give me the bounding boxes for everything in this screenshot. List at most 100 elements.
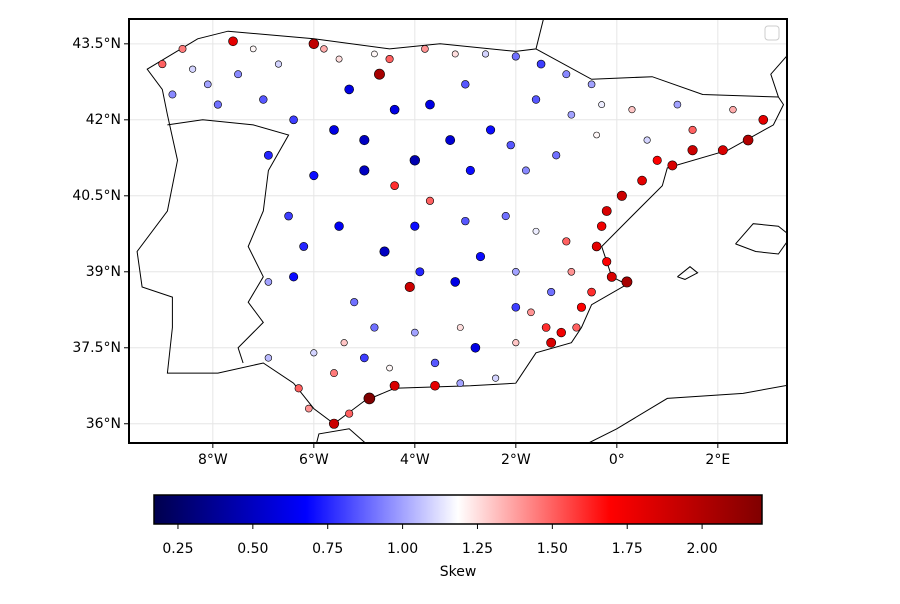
y-tick-label: 43.5°N <box>72 36 121 52</box>
station-point <box>309 170 319 181</box>
station-point <box>289 272 299 282</box>
station-point <box>567 267 576 276</box>
station-point <box>606 271 617 282</box>
coastline-path <box>735 223 787 255</box>
y-tick-label: 36°N <box>86 416 121 432</box>
colorbar-label: Skew <box>440 564 477 580</box>
station-point <box>425 196 435 205</box>
colorbar-tick-label: 1.25 <box>462 541 493 557</box>
station-point <box>334 221 344 231</box>
station-point <box>601 206 612 216</box>
station-point <box>512 339 520 347</box>
station-point <box>411 328 419 337</box>
station-point <box>527 308 535 317</box>
coastline <box>136 19 787 443</box>
station-point <box>328 418 340 429</box>
station-point <box>329 125 339 135</box>
station-point <box>547 287 556 297</box>
station-point <box>567 110 576 119</box>
station-point <box>264 278 273 286</box>
station-point <box>264 354 273 362</box>
station-point <box>320 45 328 53</box>
station-point <box>410 221 420 231</box>
station-point <box>532 227 540 235</box>
station-point <box>350 298 359 307</box>
colorbar-tick-label: 2.00 <box>687 541 718 557</box>
station-point <box>511 302 521 312</box>
station-point <box>430 358 440 368</box>
station-point <box>385 54 394 64</box>
colorbar-tick-label: 0.50 <box>237 541 268 557</box>
coastline-path <box>136 19 785 425</box>
station-point <box>359 165 370 176</box>
station-point <box>717 145 728 156</box>
station-point <box>598 101 606 109</box>
station-point <box>596 221 607 231</box>
y-tick-label: 39°N <box>86 264 121 280</box>
station-point <box>536 59 546 69</box>
x-tick-label: 6°W <box>299 452 329 468</box>
station-point <box>189 65 197 73</box>
station-point <box>511 52 520 61</box>
station-point <box>259 95 268 104</box>
colorbar-tick-label: 1.50 <box>537 541 568 557</box>
station-point <box>374 68 385 80</box>
station-point <box>729 106 737 114</box>
y-tick-label: 40.5°N <box>72 188 121 204</box>
station-point <box>421 45 429 53</box>
station-point <box>178 44 187 53</box>
station-point <box>360 353 369 363</box>
station-point <box>168 90 177 99</box>
station-point <box>294 384 303 393</box>
colorbar-tick-label: 0.75 <box>312 541 343 557</box>
x-tick-label: 4°W <box>400 452 430 468</box>
x-tick-label: 8°W <box>198 452 228 468</box>
station-point <box>643 136 651 144</box>
station-point <box>389 104 400 115</box>
station-point <box>344 84 354 95</box>
station-point <box>481 50 490 58</box>
station-point <box>461 80 470 89</box>
station-point <box>340 339 348 347</box>
station-point <box>451 50 459 58</box>
coastline-path <box>316 384 787 443</box>
station-point <box>562 237 571 246</box>
station-point <box>593 131 600 139</box>
station-point <box>461 216 470 226</box>
station-point <box>501 212 510 221</box>
colorbar-tick-label: 1.00 <box>387 541 418 557</box>
station-point <box>228 36 238 47</box>
station-point <box>465 165 475 176</box>
station-point <box>308 38 320 49</box>
colorbar-tick-label: 0.25 <box>162 541 193 557</box>
station-point <box>274 60 283 68</box>
station-point <box>742 134 754 146</box>
coastline-path <box>167 119 290 364</box>
station-point <box>616 190 627 201</box>
station-point <box>213 100 222 109</box>
coastline-path <box>677 266 699 280</box>
station-point <box>572 323 581 332</box>
station-point <box>415 267 425 277</box>
station-point <box>263 150 273 160</box>
legend <box>764 25 780 41</box>
station-point <box>667 160 678 171</box>
map-frame <box>128 18 788 444</box>
station-point <box>456 379 465 388</box>
station-point <box>284 211 293 221</box>
x-tick-label: 0° <box>609 452 625 468</box>
station-point <box>330 369 338 378</box>
colorbar-tick-label: 1.75 <box>612 541 643 557</box>
station-point <box>576 302 587 312</box>
station-point <box>628 106 636 114</box>
station-point <box>512 267 520 276</box>
colorbar <box>153 494 763 525</box>
station-point <box>335 55 343 63</box>
station-point <box>470 342 481 353</box>
station-point <box>673 100 682 109</box>
station-point <box>289 115 298 125</box>
station-point <box>404 281 415 293</box>
station-point <box>425 99 435 110</box>
station-point <box>389 380 400 391</box>
